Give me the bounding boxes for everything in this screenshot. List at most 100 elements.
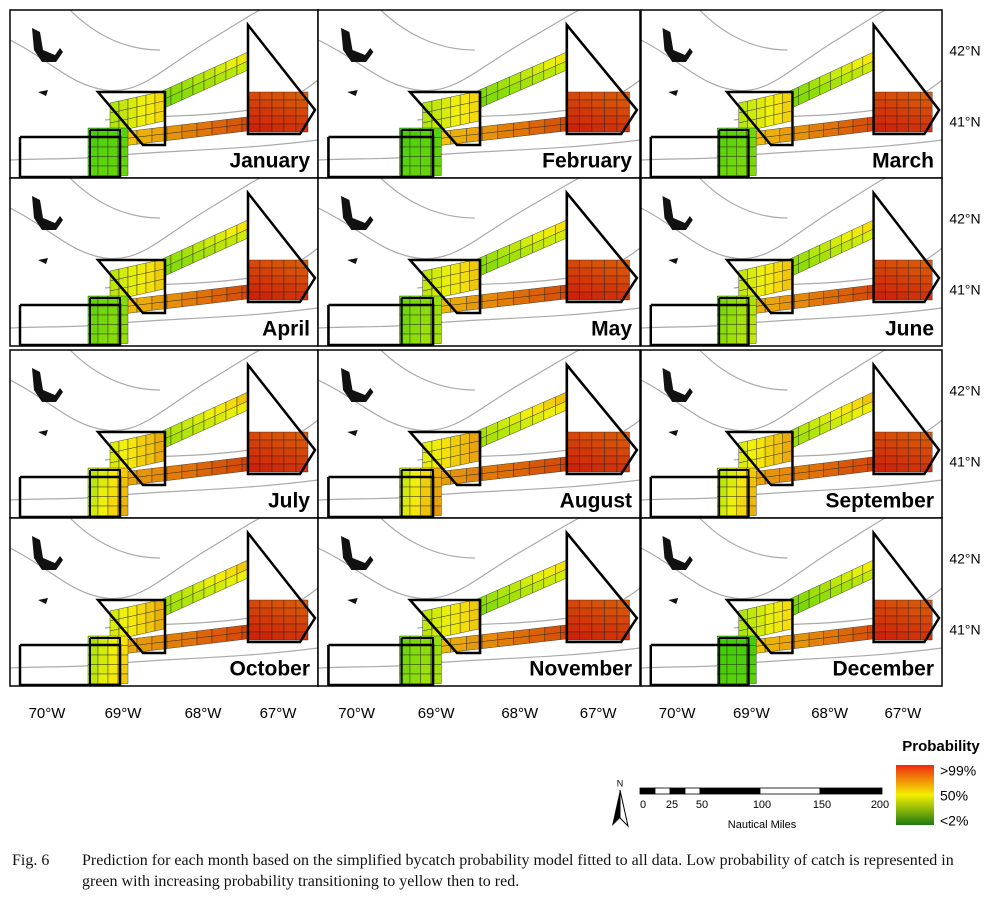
grid-cell	[885, 91, 898, 101]
grid-cell	[107, 137, 119, 148]
grid-cell	[107, 165, 119, 176]
grid-cell	[908, 447, 921, 457]
grid-cell	[566, 599, 580, 609]
map-panel: February	[317, 9, 641, 179]
grid-cell	[773, 620, 783, 634]
grid-cell	[247, 107, 261, 117]
contour	[318, 350, 580, 432]
grid-cell	[566, 91, 580, 101]
grid-cell	[271, 599, 285, 609]
grid-cell	[896, 463, 909, 473]
grid-cell	[885, 447, 898, 457]
closed-area	[724, 598, 794, 655]
grid-cell	[259, 631, 273, 641]
grid-cell	[736, 505, 747, 516]
grid-cell	[566, 115, 580, 125]
closed-area	[400, 129, 435, 178]
grid-cell	[247, 455, 261, 465]
grid-cell	[885, 291, 898, 301]
grid-cell	[271, 107, 285, 117]
contour	[318, 10, 580, 92]
grid-cell	[154, 110, 165, 124]
land	[341, 536, 374, 570]
caption-label: Fig. 6	[12, 852, 50, 869]
grid-cell	[782, 110, 792, 124]
grid-cell	[566, 623, 580, 633]
contour	[69, 178, 161, 219]
month-label: February	[542, 150, 632, 173]
closed-area	[400, 297, 435, 346]
month-label: December	[832, 658, 934, 681]
grid-cell	[107, 496, 119, 507]
grid-cell	[247, 115, 261, 125]
island	[668, 258, 679, 264]
grid-cell	[107, 146, 119, 157]
grid-cell	[469, 278, 480, 292]
grid-cell	[591, 291, 605, 301]
grid-cell	[591, 623, 605, 633]
grid-cell	[604, 631, 618, 641]
grid-cell	[420, 333, 432, 344]
lat-label: 42°N	[949, 211, 980, 227]
closed-area	[872, 21, 941, 136]
grid-cell	[283, 455, 297, 465]
map-panel: June	[640, 177, 943, 347]
grid-cell	[409, 146, 421, 157]
map-panel: July	[9, 349, 319, 519]
grid-cell	[259, 447, 273, 457]
grid-cell	[420, 137, 432, 148]
grid-cell	[247, 439, 261, 449]
grid-cell	[616, 607, 630, 617]
panel-frame	[640, 517, 943, 687]
grid-cell	[247, 259, 261, 269]
grid-cell	[566, 123, 580, 133]
map-panel: May	[317, 177, 641, 347]
map-panel: November	[317, 517, 641, 687]
grid-cell	[97, 324, 109, 335]
grid-cell	[591, 431, 605, 441]
grid-cell	[420, 486, 432, 497]
lon-label: 68°W	[501, 705, 539, 722]
grid-cell	[97, 496, 109, 507]
grid-cell	[566, 259, 580, 269]
closed-area	[246, 21, 317, 136]
map	[10, 350, 318, 518]
grid-cell	[908, 99, 921, 109]
grid-cell	[782, 278, 792, 292]
north-arrow	[612, 790, 620, 826]
grid-cell	[604, 283, 618, 293]
grid-cell	[736, 645, 747, 656]
grid-cell	[154, 450, 165, 464]
grid-cell	[591, 283, 605, 293]
map-panel: January	[9, 9, 319, 179]
grid-cell	[107, 314, 119, 325]
grid-cell	[579, 267, 593, 277]
grid-cell	[295, 267, 309, 277]
grid-cell	[736, 333, 747, 344]
grid-cell	[579, 291, 593, 301]
grid-cell	[726, 146, 737, 157]
grid-cell	[259, 259, 273, 269]
contour	[10, 139, 318, 161]
grid-cell	[591, 99, 605, 109]
month-label: September	[825, 490, 934, 513]
grid-cell	[885, 107, 898, 117]
grid-cell	[566, 447, 580, 457]
legend-title: Probability	[902, 738, 980, 755]
grid-cell	[247, 99, 261, 109]
grid-cell	[295, 99, 309, 109]
grid-cell	[736, 165, 747, 176]
closed-area	[565, 361, 639, 476]
contour	[10, 479, 318, 501]
grid-cell	[604, 431, 618, 441]
closed-area	[400, 469, 435, 518]
grid-cell	[616, 439, 630, 449]
grid-cell	[885, 275, 898, 285]
grid-cell	[283, 447, 297, 457]
lat-label: 41°N	[949, 454, 980, 470]
grid-cell	[579, 631, 593, 641]
grid-cell	[566, 615, 580, 625]
contour	[10, 178, 261, 260]
grid-cell	[145, 620, 156, 634]
grid-cell	[259, 607, 273, 617]
